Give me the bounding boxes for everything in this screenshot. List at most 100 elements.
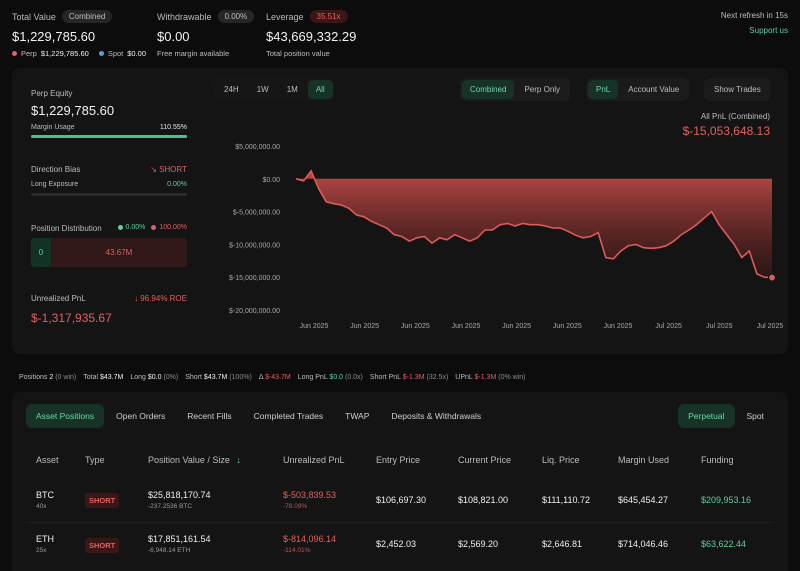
col-liq-price[interactable]: Liq. Price [542,455,580,465]
tab-asset-positions[interactable]: Asset Positions [26,404,105,428]
total-value-label: Total Value [12,11,56,22]
tab-spot[interactable]: Spot [746,411,765,421]
show-trades-button[interactable]: Show Trades [714,85,761,94]
position-value: $25,818,170.74 -237.2536 BTC [148,490,211,510]
long-pct: (0%) [163,374,179,381]
x-tick-label: Jun 2025 [553,323,582,330]
spot-value: $0.00 [127,49,147,58]
direction-bias-value: SHORT [159,165,187,174]
metric-account-value[interactable]: Account Value [628,85,680,94]
refresh-countdown: Next refresh in 15s [720,11,788,20]
short-pnl-label: Short PnL [369,374,401,381]
upnl-win: (0% win) [498,374,526,381]
x-tick-label: Jul 2025 [655,323,682,330]
short-label: Short [185,374,202,381]
arrow-down-icon: ↓ [134,294,139,303]
col-position-value-label: Position Value / Size [148,455,230,465]
long-label: Long [130,374,146,381]
current-price: $108,821.00 [458,495,509,505]
position-size: -237.2536 BTC [148,503,193,510]
dist-long-pct: 0.00% [125,224,146,231]
position-size: -6,948.14 ETH [148,547,191,554]
tab-perpetual[interactable]: Perpetual [678,404,735,428]
leverage-value: $43,669,332.29 [266,29,357,44]
margin-usage-fill [31,135,187,138]
table-row-eth-asset[interactable]: ETH 25x [36,534,54,554]
range-all[interactable]: All [307,80,333,99]
col-unrealized-pnl[interactable]: Unrealized PnL [283,455,345,465]
positions-count: 2 [49,374,54,381]
upnl-label: UPnL [455,374,473,381]
col-funding[interactable]: Funding [701,455,734,465]
unrealized-pnl: $-503,839.53 -78.09% [283,490,336,510]
pnl-chart-area: 24H 1W 1M All Combined Perp Only PnL Acc… [208,68,788,354]
tab-recent-fills[interactable]: Recent Fills [187,411,232,421]
withdrawable-label: Withdrawable [157,11,212,22]
col-type[interactable]: Type [85,455,105,465]
asset-name: ETH [36,534,54,544]
short-badge: SHORT [85,538,120,553]
unrealized-pnl-amount: $-814,096.14 [283,534,337,544]
margin-usage-bar [31,135,187,138]
positions-card: Asset Positions Open Orders Recent Fills… [12,392,788,571]
last-point-marker[interactable] [767,273,777,282]
y-tick-label: $-20,000,000.00 [229,308,280,315]
col-position-value[interactable]: Position Value / Size ↓ [148,455,241,465]
table-row-btc-asset[interactable]: BTC 40x [36,490,54,510]
funding: $63,622.44 [701,539,747,549]
col-asset[interactable]: Asset [36,455,59,465]
liq-price: $2,646.81 [542,539,583,549]
tab-twap[interactable]: TWAP [345,411,370,421]
mode-combined[interactable]: Combined [462,80,515,99]
long-pnl-value: $0.0 [329,374,344,381]
pnl-chart[interactable]: $5,000,000.00 $0.00 $-5,000,000.00 $-10,000… [208,140,788,354]
margin-used: $645,454.27 [618,495,669,505]
col-entry-price[interactable]: Entry Price [376,455,421,465]
y-tick-label: $-15,000,000.00 [229,275,280,282]
long-pnl-ratio: (0.0x) [345,374,363,381]
withdrawable-badge: 0.00% [217,10,255,23]
leverage-badge: 35.51x [309,10,348,23]
asset-leverage: 40x [36,503,47,510]
direction-bias: ↘ SHORT [150,165,187,174]
metric-pnl[interactable]: PnL [588,80,619,99]
positions-win: (0 win) [55,374,77,381]
all-pnl-value: $-15,053,648.13 [682,124,770,138]
margin-usage-value: 110.55% [159,124,187,131]
y-tick-label: $5,000,000.00 [235,144,280,151]
unrealized-pnl-amount: $-503,839.53 [283,490,337,500]
account-summary-panel: Perp Equity $1,229,785.60 Margin Usage 1… [12,68,208,354]
position-value-amount: $17,851,161.54 [148,534,211,544]
dist-long-value: 0 [31,238,51,267]
margin-usage-label: Margin Usage [31,124,75,131]
range-1m[interactable]: 1M [286,85,298,94]
perp-equity-value: $1,229,785.60 [31,103,115,118]
range-24h[interactable]: 24H [224,85,239,94]
range-1w[interactable]: 1W [256,85,269,94]
col-current-price[interactable]: Current Price [458,455,512,465]
leverage-stat: Leverage 35.51x $43,669,332.29 Total pos… [266,10,356,58]
margin-used: $714,046.46 [618,539,669,549]
show-trades-wrap: Show Trades [704,78,771,101]
asset-name: BTC [36,490,54,500]
total-label: Total [83,374,99,381]
tab-completed-trades[interactable]: Completed Trades [253,411,324,421]
support-link[interactable]: Support us [749,26,788,35]
col-margin-used[interactable]: Margin Used [618,455,670,465]
mode-perp-only[interactable]: Perp Only [524,85,561,94]
x-tick-label: Jun 2025 [502,323,531,330]
y-tick-label: $-10,000,000.00 [229,242,280,249]
positions-tabs: Asset Positions Open Orders Recent Fills… [26,404,491,428]
position-value-amount: $25,818,170.74 [148,490,211,500]
total-value-stat: Total Value Combined $1,229,785.60 Perp … [12,10,146,58]
total-value: $1,229,785.60 [12,29,96,44]
withdrawable-stat: Withdrawable 0.00% $0.00 Free margin ava… [157,10,255,58]
long-exposure-bar [31,193,187,196]
unrealized-pnl-value: $-1,317,935.67 [31,311,112,325]
asset-leverage: 25x [36,547,47,554]
long-exposure-value: 0.00% [167,181,187,188]
tab-deposits-withdrawals[interactable]: Deposits & Withdrawals [391,411,482,421]
tab-open-orders[interactable]: Open Orders [116,411,166,421]
positions-label: Positions [19,374,48,381]
overview-card: Perp Equity $1,229,785.60 Margin Usage 1… [12,68,788,354]
